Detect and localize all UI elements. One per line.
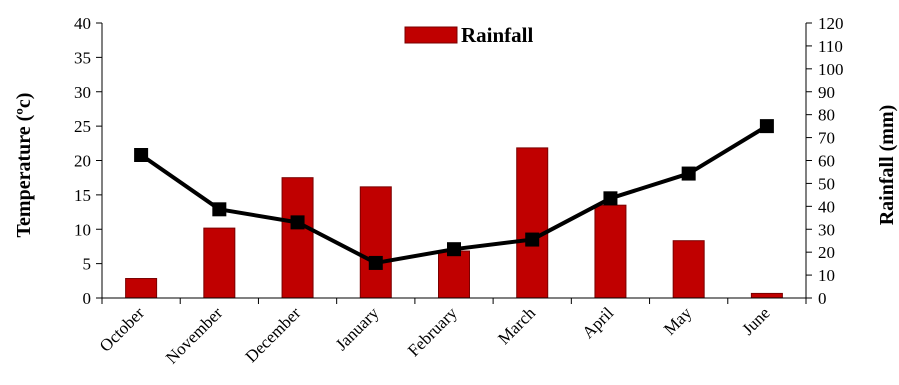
rainfall-bar-february (438, 250, 470, 299)
legend: Rainfall (404, 23, 534, 47)
y2-tick-label: 0 (818, 289, 827, 308)
temperature-point-june (759, 119, 774, 134)
rainfall-bar-april (594, 204, 627, 299)
temperature-line (134, 119, 774, 270)
y-tick-label: 40 (74, 14, 91, 33)
y-tick-label: 25 (74, 117, 91, 136)
y-tick-label: 15 (74, 186, 91, 205)
y2-tick-label: 120 (818, 14, 844, 33)
y2-axis-title: Rainfall (mm) (876, 105, 898, 226)
temperature-point-january (368, 255, 383, 270)
y2-tick-label: 10 (818, 266, 835, 285)
x-tick-label-november: November (162, 303, 226, 367)
y2-tick-label: 40 (818, 197, 835, 216)
x-tick-label-june: June (738, 303, 773, 338)
y2-tick-label: 80 (818, 106, 835, 125)
y-tick-label: 20 (74, 152, 91, 171)
temperature-point-may (681, 166, 696, 181)
y2-tick-label: 110 (818, 37, 843, 56)
x-tick-label-october: October (96, 303, 148, 355)
y-tick-label: 5 (83, 255, 92, 274)
x-tick-label-january: January (332, 303, 383, 354)
x-tick-label-march: March (494, 303, 539, 348)
y-tick-label: 0 (83, 289, 92, 308)
temperature-point-october (134, 148, 149, 162)
y2-tick-label: 20 (818, 243, 835, 262)
legend-label: Rainfall (461, 23, 534, 47)
y2-tick-label: 30 (818, 220, 835, 239)
y2-tick-label: 100 (818, 60, 844, 79)
rainfall-bar-november (203, 227, 236, 299)
temperature-point-april (603, 191, 618, 206)
y-tick-label: 35 (74, 48, 91, 67)
axes (96, 22, 812, 304)
y-tick-label: 30 (74, 83, 91, 102)
y2-tick-label: 90 (818, 83, 835, 102)
temperature-point-february (447, 242, 461, 257)
rainfall-bar-may (672, 240, 705, 299)
temperature-point-march (525, 232, 540, 247)
legend-swatch (404, 26, 458, 44)
y2-tick-label: 60 (818, 152, 835, 171)
temperature-point-november (212, 202, 227, 217)
y2-tick-label: 70 (818, 129, 835, 148)
rainfall-bar-june (750, 292, 783, 299)
x-tick-label-april: April (578, 303, 617, 342)
temperature-point-december (290, 215, 305, 230)
x-tick-label-may: May (660, 303, 696, 339)
rainfall-bar-december (281, 177, 314, 299)
rainfall-bar-march (516, 147, 549, 299)
x-tick-label-february: February (404, 303, 461, 360)
x-tick-label-december: December (242, 303, 305, 366)
rainfall-bars (125, 147, 783, 299)
y-axis-title: Temperature (ºc) (13, 93, 35, 238)
y2-tick-label: 50 (818, 174, 835, 193)
rainfall-bar-october (125, 278, 158, 299)
y-tick-label: 10 (74, 220, 91, 239)
rainfall-bar-january (359, 186, 392, 299)
